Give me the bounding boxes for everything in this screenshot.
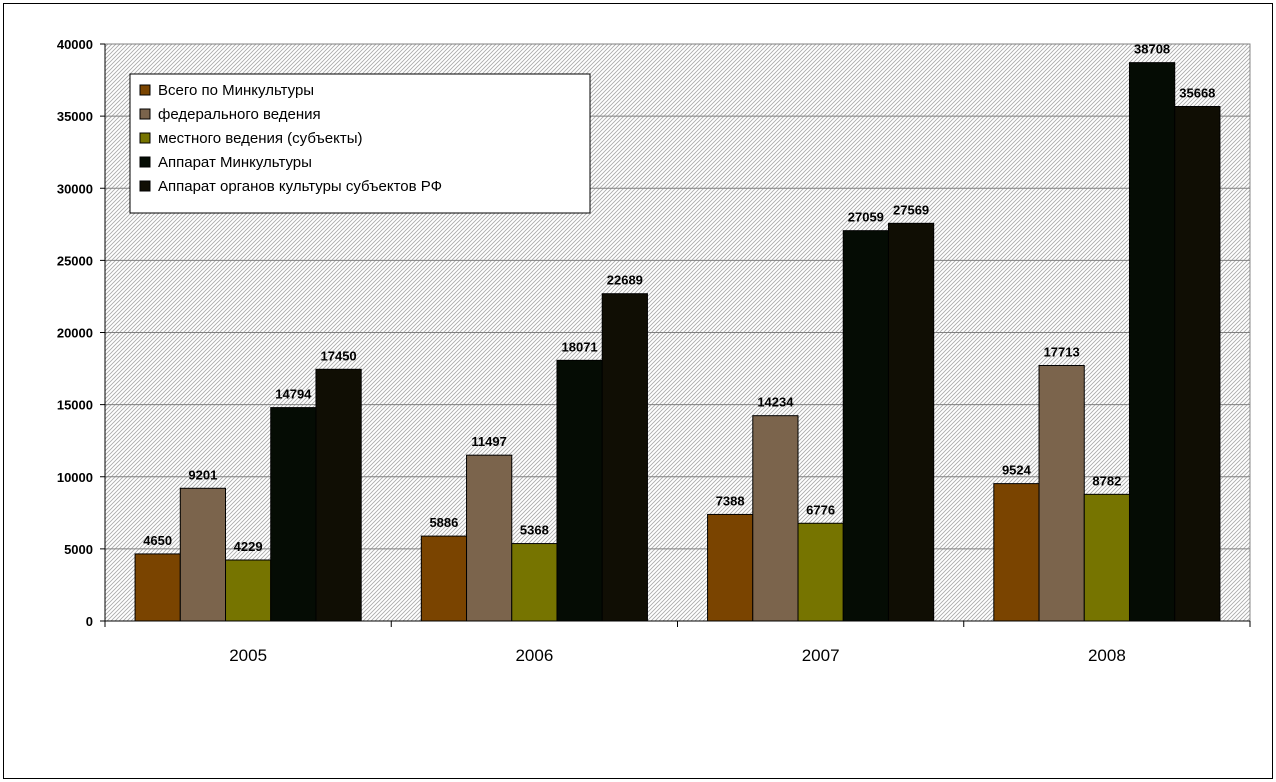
data-label: 8782 — [1092, 473, 1121, 488]
data-label: 9201 — [188, 467, 217, 482]
y-tick-label: 0 — [86, 614, 93, 629]
legend-swatch — [139, 156, 151, 168]
bar — [1128, 62, 1176, 622]
bar — [420, 535, 468, 622]
bar — [993, 483, 1040, 622]
bar — [1083, 493, 1130, 622]
bar — [707, 513, 754, 622]
data-label: 22689 — [607, 273, 643, 288]
y-tick-label: 10000 — [57, 470, 93, 485]
legend-box — [129, 73, 591, 214]
legend-swatch — [139, 132, 151, 144]
bar — [842, 230, 889, 622]
bar — [511, 543, 558, 622]
y-tick-label: 15000 — [57, 398, 93, 413]
data-label: 9524 — [1002, 463, 1032, 478]
data-label: 4229 — [234, 539, 263, 554]
legend-label: федерального ведения — [158, 106, 321, 123]
data-label: 11497 — [471, 434, 506, 449]
legend: Всего по Минкультуры федерального ведения… — [129, 73, 591, 214]
y-tick-label: 25000 — [57, 253, 93, 268]
data-labels: 4650 5886 7388 9524 9201 11497 14234 17713 4229 5… — [143, 42, 1215, 554]
y-tick-label: 20000 — [57, 326, 93, 341]
data-label: 38708 — [1134, 42, 1170, 57]
data-label: 5886 — [429, 515, 458, 530]
bar — [797, 522, 844, 622]
data-label: 6776 — [806, 502, 835, 517]
data-label: 14794 — [275, 387, 312, 402]
bar — [601, 293, 648, 622]
bars — [134, 62, 1221, 622]
legend-swatch — [139, 84, 151, 96]
legend-label: местного ведения (субъекты) — [158, 130, 363, 147]
bar — [887, 222, 935, 622]
x-tick-label: 2008 — [1088, 646, 1126, 665]
bar — [1038, 364, 1085, 622]
legend-label: Аппарат органов культуры субъектов РФ — [158, 178, 442, 195]
x-tick-label: 2005 — [229, 646, 267, 665]
legend-swatch — [139, 108, 151, 120]
y-tick-label: 35000 — [57, 109, 93, 124]
bar — [179, 487, 227, 622]
legend-swatch — [139, 180, 151, 192]
y-tick-label: 40000 — [57, 37, 93, 52]
data-label: 14234 — [757, 395, 794, 410]
data-label: 5368 — [520, 523, 549, 538]
data-label: 27059 — [848, 210, 884, 225]
data-label: 17450 — [321, 348, 357, 363]
bar — [315, 368, 362, 622]
bar — [134, 553, 181, 622]
data-label: 18071 — [562, 339, 598, 354]
legend-label: Аппарат Минкультуры — [158, 154, 312, 171]
bar — [556, 359, 603, 622]
legend-label: Всего по Минкультуры — [158, 82, 314, 99]
data-label: 35668 — [1179, 85, 1215, 100]
bar — [1174, 105, 1221, 622]
data-label: 17713 — [1044, 344, 1080, 359]
bar — [752, 415, 799, 622]
bar — [466, 454, 513, 622]
bar — [225, 559, 272, 622]
data-label: 27569 — [893, 202, 929, 217]
x-tick-label: 2006 — [515, 646, 553, 665]
x-tick-label: 2007 — [802, 646, 840, 665]
bar — [270, 407, 317, 622]
y-tick-label: 30000 — [57, 181, 93, 196]
data-label: 7388 — [716, 493, 745, 508]
y-tick-label: 5000 — [64, 542, 93, 557]
data-label: 4650 — [143, 533, 172, 548]
